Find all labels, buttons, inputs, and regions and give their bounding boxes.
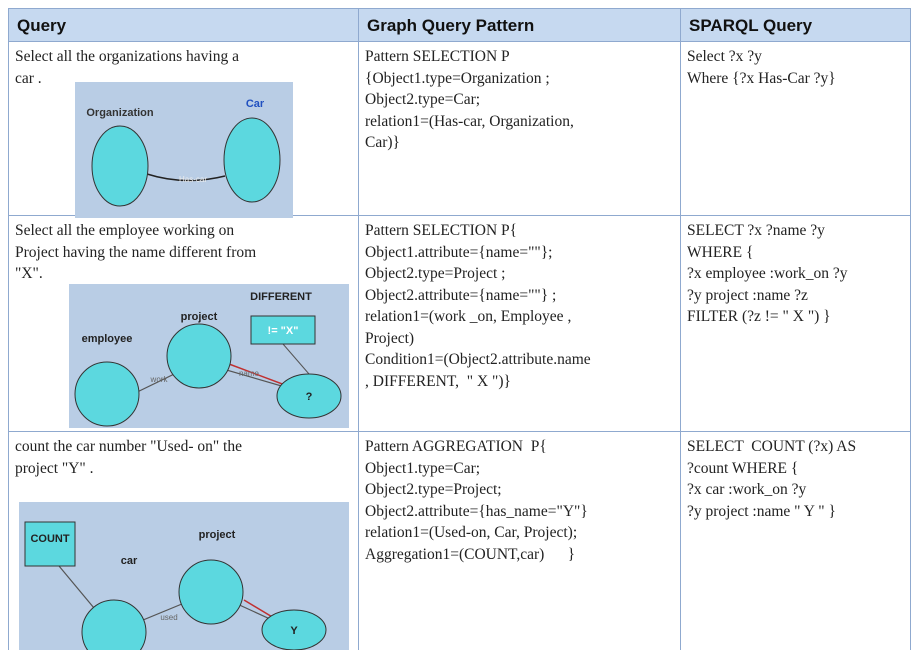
sparql-cell: SELECT ?x ?name ?y WHERE { ?x employee :wo… bbox=[681, 216, 911, 432]
edge-label: name bbox=[239, 369, 260, 378]
query-text: Select all the employee working on Projec… bbox=[9, 216, 358, 289]
text-line: count the car number "Used- on" the bbox=[15, 438, 242, 455]
pattern-cell: Pattern AGGREGATION P{ Object1.type=Car; O… bbox=[359, 432, 681, 650]
node-label: project bbox=[199, 529, 236, 541]
node-label: employee bbox=[82, 333, 133, 345]
text-line: Object2.type=Project; bbox=[365, 481, 502, 498]
text-line: Object1.type=Car; bbox=[365, 459, 481, 477]
header-cell: Graph Query Pattern bbox=[359, 8, 681, 42]
node-label: Organization bbox=[86, 107, 154, 119]
text-line: Pattern AGGREGATION P{ bbox=[365, 438, 547, 455]
text-line: Project having the name different from bbox=[15, 243, 257, 261]
text-line: Select all the organizations having a bbox=[15, 48, 239, 65]
query-text: Select all the organizations having a car… bbox=[9, 42, 358, 93]
node-label: car bbox=[121, 555, 138, 567]
text-line: WHERE { bbox=[687, 243, 754, 261]
text-line: Select ?x ?y bbox=[687, 48, 762, 65]
text-line: ?x car :work_on ?y bbox=[687, 481, 807, 498]
text-line: {Object1.type=Organization ; bbox=[365, 69, 550, 87]
text-line: Condition1=(Object2.attribute.name bbox=[365, 351, 591, 368]
query-text: count the car number "Used- on" the proje… bbox=[9, 432, 358, 483]
text-line: Aggregation1=(COUNT,car) } bbox=[365, 545, 576, 563]
node-label: Y bbox=[290, 625, 298, 637]
query-cell: Select all the employee working on Projec… bbox=[8, 216, 359, 432]
pattern-cell: Pattern SELECTION P {Object1.type=Organiz… bbox=[359, 42, 681, 216]
query-cell: count the car number "Used- on" the proje… bbox=[8, 432, 359, 650]
text-line: relation1=(Has-car, Organization, bbox=[365, 112, 574, 130]
diagram: COUNT project car Y used bbox=[19, 502, 349, 650]
header-cell: SPARQL Query bbox=[681, 8, 911, 42]
text-line: SELECT COUNT (?x) AS bbox=[687, 438, 857, 455]
edge-label: used bbox=[160, 613, 177, 622]
pattern-text: Pattern SELECTION P{ Object1.attribute={n… bbox=[359, 216, 680, 396]
sparql-text: SELECT ?x ?name ?y WHERE { ?x employee :wo… bbox=[681, 216, 910, 332]
text-line: Pattern SELECTION P{ bbox=[365, 222, 518, 239]
edge-label: Has-car bbox=[179, 175, 207, 184]
pattern-cell: Pattern SELECTION P{ Object1.attribute={n… bbox=[359, 216, 681, 432]
text-line: Project) bbox=[365, 329, 415, 347]
text-line: Car)} bbox=[365, 134, 400, 151]
pattern-text: Pattern SELECTION P {Object1.type=Organiz… bbox=[359, 42, 680, 158]
sparql-text: SELECT COUNT (?x) AS ?count WHERE { ?x car… bbox=[681, 432, 910, 526]
node-label: != "X" bbox=[268, 325, 299, 337]
text-line: SELECT ?x ?name ?y bbox=[687, 222, 825, 239]
text-line: , DIFFERENT, " X ")} bbox=[365, 372, 511, 390]
node-label: COUNT bbox=[30, 533, 69, 545]
text-line: ?y project :name ?z bbox=[687, 286, 808, 304]
text-line: Object2.type=Project ; bbox=[365, 265, 506, 282]
sparql-cell: SELECT COUNT (?x) AS ?count WHERE { ?x car… bbox=[681, 432, 911, 650]
pattern-text: Pattern AGGREGATION P{ Object1.type=Car; O… bbox=[359, 432, 680, 569]
text-line: Object1.attribute={name=""}; bbox=[365, 243, 553, 261]
text-line: Object2.attribute={name=""} ; bbox=[365, 286, 557, 304]
text-line: FILTER (?z != " X ") } bbox=[687, 308, 831, 325]
sparql-text: Select ?x ?y Where {?x Has-Car ?y} bbox=[681, 42, 910, 93]
text-line: Select all the employee working on bbox=[15, 222, 235, 239]
diagram: Organization Car Has-car bbox=[75, 82, 293, 218]
node-label: DIFFERENT bbox=[250, 291, 312, 303]
text-line: "X". bbox=[15, 265, 43, 282]
header-cell: Query bbox=[8, 8, 359, 42]
text-line: relation1=(Used-on, Car, Project); bbox=[365, 524, 578, 541]
query-cell: Select all the organizations having a car… bbox=[8, 42, 359, 218]
node-label: Car bbox=[246, 98, 265, 110]
text-line: project "Y" . bbox=[15, 459, 94, 477]
text-line: Pattern SELECTION P bbox=[365, 48, 510, 65]
text-line: relation1=(work _on, Employee , bbox=[365, 308, 572, 325]
diagram: DIFFERENT project != "X" employee ? work… bbox=[69, 284, 349, 428]
text-line: Object2.type=Car; bbox=[365, 91, 481, 108]
edge-label: work bbox=[150, 375, 169, 384]
text-line: Object2.attribute={has_name="Y"} bbox=[365, 502, 588, 520]
node-label: project bbox=[181, 311, 218, 323]
text-line: ?count WHERE { bbox=[687, 459, 799, 477]
text-line: Where {?x Has-Car ?y} bbox=[687, 69, 836, 87]
text-line: ?x employee :work_on ?y bbox=[687, 265, 848, 282]
node-label: ? bbox=[306, 391, 313, 403]
text-line: ?y project :name " Y " } bbox=[687, 502, 836, 520]
sparql-cell: Select ?x ?y Where {?x Has-Car ?y} bbox=[681, 42, 911, 216]
text-line: car . bbox=[15, 69, 42, 87]
